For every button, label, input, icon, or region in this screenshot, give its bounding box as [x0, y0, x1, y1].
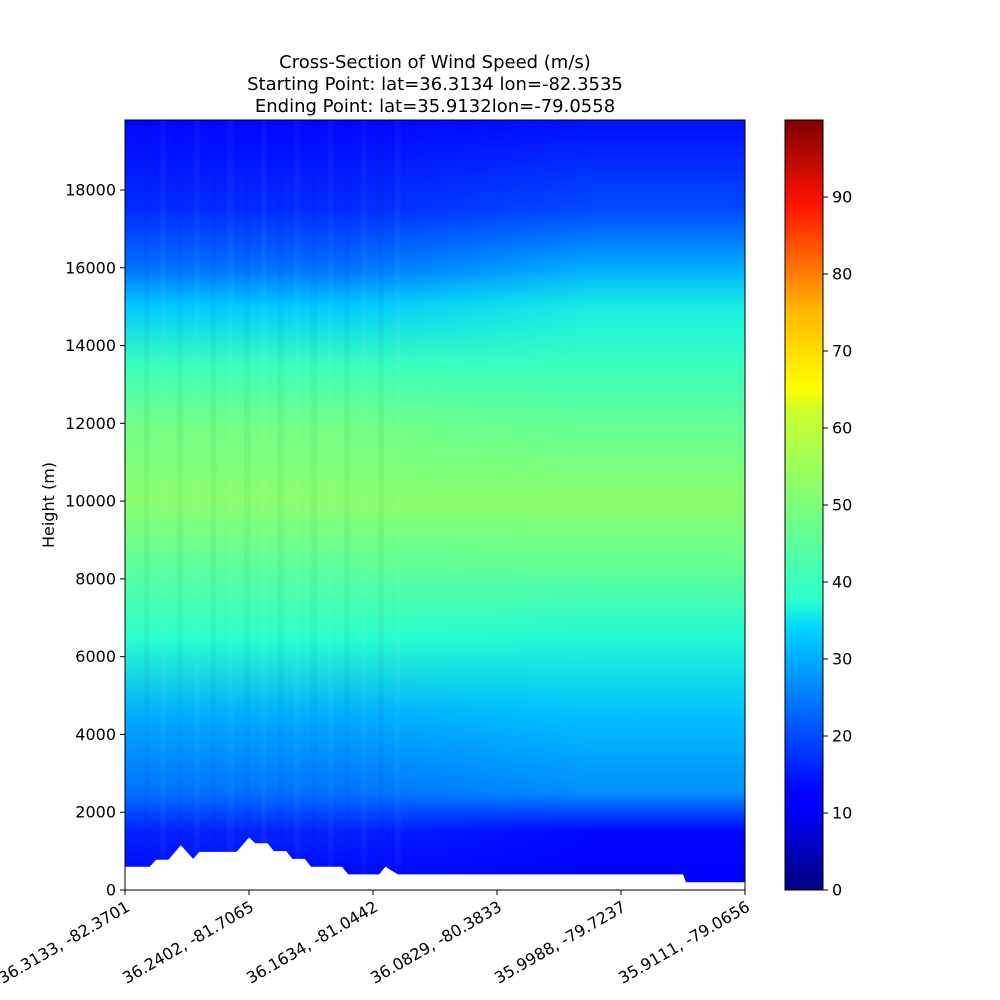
y-axis: 0 2000 4000 6000 8000 10000 12000 14000 16000 180…	[65, 181, 125, 900]
colorbar-tick-label: 50	[832, 496, 852, 515]
colorbar	[784, 119, 824, 891]
colorbar-axis: 0 10 20 30 40 50 60 70 80 90	[823, 188, 852, 900]
y-tick-label: 18000	[65, 181, 116, 200]
x-tick-label: 36.3133, -82.3701	[0, 897, 133, 988]
heatmap-field	[125, 120, 745, 890]
heatmap-streak	[344, 120, 350, 890]
heatmap-streak	[211, 120, 217, 890]
heatmap-streak	[194, 120, 200, 890]
x-tick-label: 36.0829, -80.3833	[367, 897, 505, 988]
heatmap-streak	[294, 120, 300, 890]
y-tick-label: 10000	[65, 492, 116, 511]
colorbar-tick-label: 90	[832, 188, 852, 207]
colorbar-tick-label: 10	[832, 804, 852, 823]
heatmap-east-profile	[125, 120, 745, 890]
x-tick-label: 35.9988, -79.7237	[491, 897, 629, 988]
heatmap-streak	[361, 120, 367, 890]
x-tick-label: 36.2402, -81.7065	[119, 897, 257, 988]
y-tick-label: 4000	[75, 725, 116, 744]
y-tick-label: 0	[106, 881, 116, 900]
heatmap-streak	[144, 120, 150, 890]
heatmap-streak	[261, 120, 267, 890]
x-tick-label: 36.1634, -81.0442	[243, 897, 381, 988]
heatmap-streak	[177, 120, 183, 890]
chart-title-line-2: Starting Point: lat=36.3134 lon=-82.3535	[247, 74, 623, 95]
chart-title-line-3: Ending Point: lat=35.9132lon=-79.0558	[255, 96, 615, 117]
heatmap-streak	[227, 120, 233, 890]
colorbar-tick-label: 20	[832, 727, 852, 746]
heatmap-streak	[244, 120, 250, 890]
heatmap-streak	[278, 120, 284, 890]
y-tick-label: 16000	[65, 258, 116, 277]
x-tick-label: 35.9111, -79.0656	[615, 897, 753, 988]
colorbar-tick-label: 40	[832, 573, 852, 592]
colorbar-tick-label: 60	[832, 419, 852, 438]
heatmap-streak	[328, 120, 334, 890]
colorbar-tick-label: 80	[832, 265, 852, 284]
terrain-mask	[125, 837, 745, 890]
y-tick-label: 6000	[75, 647, 116, 666]
y-tick-label: 8000	[75, 569, 116, 588]
colorbar-tick-label: 0	[832, 881, 842, 900]
heatmap-streak	[378, 120, 384, 890]
plot-frame	[124, 119, 746, 891]
colorbar-tick-label: 70	[832, 342, 852, 361]
y-axis-label: Height (m)	[39, 462, 58, 548]
y-tick-label: 14000	[65, 336, 116, 355]
heatmap-streak	[395, 120, 401, 890]
colorbar-tick-label: 30	[832, 650, 852, 669]
y-tick-label: 12000	[65, 414, 116, 433]
heatmap-streak	[160, 120, 166, 890]
chart-title-line-1: Cross-Section of Wind Speed (m/s)	[279, 52, 591, 73]
heatmap-streak	[311, 120, 317, 890]
y-tick-label: 2000	[75, 803, 116, 822]
